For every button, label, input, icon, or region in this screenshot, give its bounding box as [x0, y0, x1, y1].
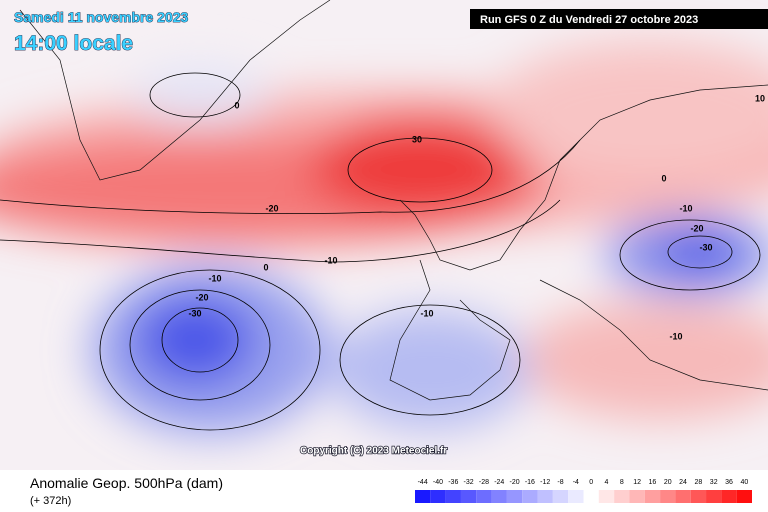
- legend-swatch: [583, 490, 599, 503]
- legend-label: 24: [679, 479, 687, 486]
- legend-swatch: [522, 490, 538, 503]
- legend-swatch: [568, 490, 584, 503]
- anomaly-field: [0, 40, 768, 435]
- run-info: Run GFS 0 Z du Vendredi 27 octobre 2023: [480, 14, 698, 26]
- contour-label: -10: [324, 255, 337, 265]
- legend-label: 40: [740, 479, 748, 486]
- contour-label: -30: [188, 308, 201, 318]
- legend-swatch: [445, 490, 461, 503]
- contour-label: -20: [195, 292, 208, 302]
- legend-label: -36: [448, 479, 458, 486]
- legend-swatch: [415, 490, 431, 503]
- contour-label: 0: [263, 262, 268, 272]
- legend-label: 32: [710, 479, 718, 486]
- legend-swatch: [598, 490, 615, 503]
- legend-label: -28: [479, 479, 489, 486]
- legend-label: -8: [557, 479, 563, 486]
- map: [0, 0, 768, 470]
- contour-label: 30: [412, 134, 422, 144]
- copyright: Copyright (C) 2023 Meteociel.fr: [300, 446, 447, 457]
- legend-label: -12: [540, 479, 550, 486]
- legend-swatch: [721, 490, 737, 503]
- legend-label: 16: [649, 479, 657, 486]
- contour-label: 0: [234, 100, 239, 110]
- legend-swatch: [614, 490, 630, 503]
- legend-swatch: [460, 490, 477, 503]
- legend-swatch: [706, 490, 722, 503]
- lead-time: (+ 372h): [30, 495, 71, 507]
- footer-title: Anomalie Geop. 500hPa (dam): [30, 475, 223, 491]
- legend-label: -44: [418, 479, 428, 486]
- legend-label: -16: [525, 479, 535, 486]
- legend-label: 20: [664, 479, 672, 486]
- legend-swatch: [506, 490, 523, 503]
- contour-label: -20: [690, 223, 703, 233]
- contour-label: -10: [208, 273, 221, 283]
- contours: [0, 72, 761, 431]
- legend-label: -24: [494, 479, 504, 486]
- legend-label: 28: [694, 479, 702, 486]
- legend-swatch: [430, 490, 446, 503]
- contour-label: -20: [265, 203, 278, 213]
- legend-swatch: [476, 490, 492, 503]
- legend-swatch: [629, 490, 645, 503]
- run-box: [470, 9, 768, 29]
- date: Samedi 11 novembre 2023: [14, 9, 189, 25]
- coastlines: [19, 0, 768, 401]
- legend-swatch: [537, 490, 553, 503]
- legend-label: 4: [605, 479, 609, 486]
- contour-label: -10: [420, 308, 433, 318]
- legend-swatch: [690, 490, 707, 503]
- legend-label: 0: [589, 479, 593, 486]
- legend-label: -20: [510, 479, 520, 486]
- color-legend: -44 -40 -36 -32 -28 -24 -20 -16 -12 -8 -4 0 4 8 12 16 20…: [415, 479, 752, 503]
- legend-label: -40: [433, 479, 443, 486]
- contour-label: 0: [661, 173, 666, 183]
- legend-swatch: [736, 490, 752, 503]
- local-time: 14:00 locale: [14, 32, 133, 55]
- legend-swatch: [660, 490, 676, 503]
- legend-swatch: [491, 490, 507, 503]
- legend-label: -4: [573, 479, 579, 486]
- legend-label: 8: [620, 479, 624, 486]
- legend-swatch: [644, 490, 661, 503]
- contour-label: -10: [679, 203, 692, 213]
- legend-label: 12: [633, 479, 641, 486]
- contour-label: -10: [669, 331, 682, 341]
- legend-swatch: [675, 490, 691, 503]
- legend-label: -32: [464, 479, 474, 486]
- legend-label: 36: [725, 479, 733, 486]
- contour-label: -30: [699, 242, 712, 252]
- legend-swatch: [552, 490, 569, 503]
- contour-label: 10: [755, 93, 765, 103]
